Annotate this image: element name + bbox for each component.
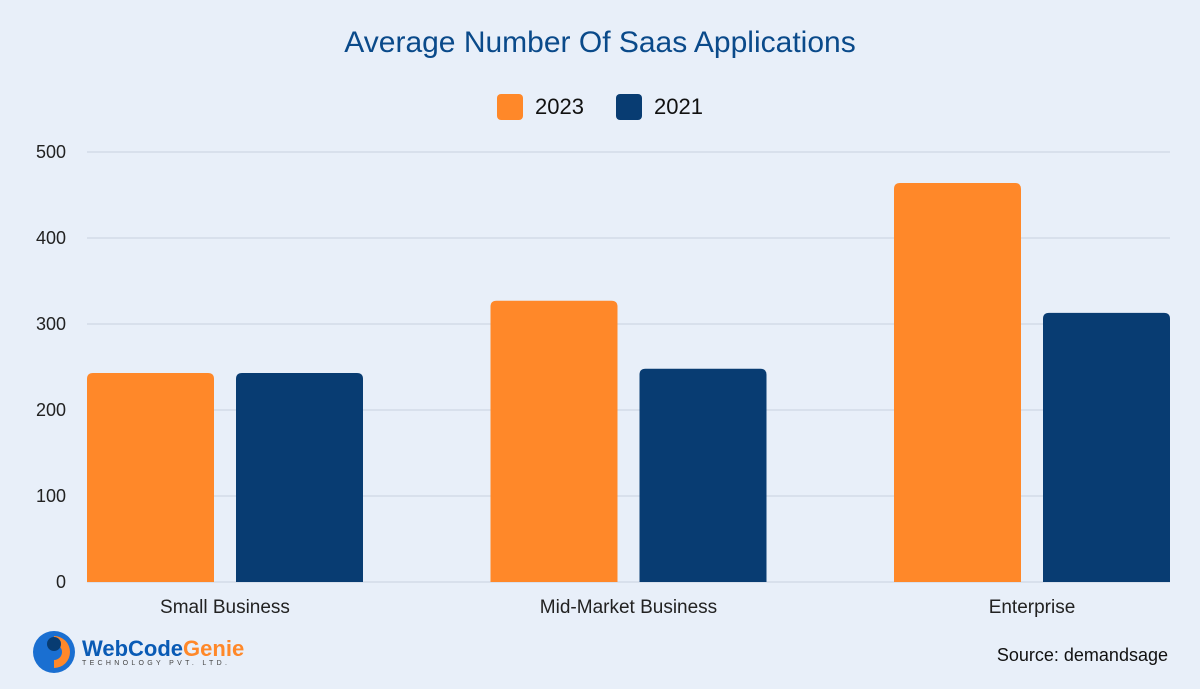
legend-swatch [616,94,642,120]
y-tick-label: 100 [36,486,66,506]
y-tick-label: 300 [36,314,66,334]
logo: WebCodeGenie TECHNOLOGY PVT. LTD. [32,630,244,674]
y-tick-label: 200 [36,400,66,420]
logo-name-b: Genie [183,635,245,661]
genie-logo-icon [33,631,75,673]
bar-2023-enterprise [894,182,1021,582]
y-tick-label: 400 [36,228,66,248]
source-note: Source: demandsage [997,645,1168,666]
bar-2023-mid-market-business [490,300,618,582]
legend-item-2023: 2023 [497,94,584,120]
bar-2021-enterprise [1043,312,1170,582]
bar-2021-mid-market-business [639,368,767,582]
legend-label: 2023 [535,94,584,119]
bar-2021-small-business [236,373,363,582]
bar-2023-small-business [87,373,214,582]
legend-label: 2021 [654,94,703,119]
x-category-label: Mid-Market Business [540,597,717,618]
x-category-label: Enterprise [989,597,1076,618]
y-tick-label: 500 [36,142,66,162]
legend-item-2021: 2021 [616,94,703,120]
legend-swatch [497,94,524,120]
logo-name-a: WebCode [82,635,184,661]
source-value: demandsage [1063,645,1168,665]
chart-title: Average Number Of Saas Applications [344,26,856,59]
x-category-label: Small Business [160,597,290,618]
source-label: Source: [996,645,1059,665]
legend: 2023 2021 [0,94,1200,120]
logo-tagline: TECHNOLOGY PVT. LTD. [82,659,231,667]
y-tick-label: 0 [56,572,66,592]
